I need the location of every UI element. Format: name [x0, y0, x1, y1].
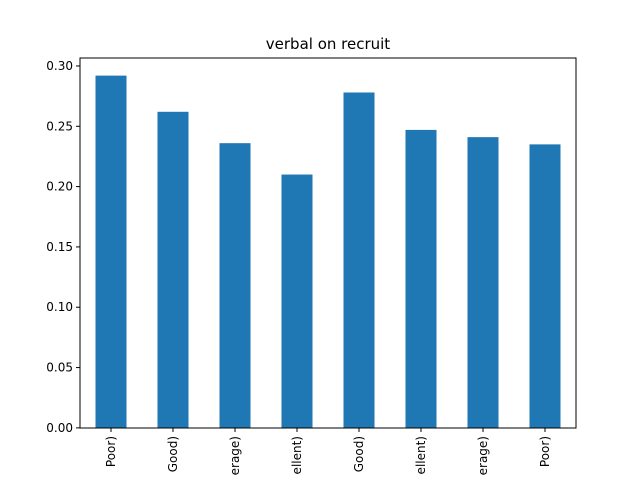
x-tick-label-4: Good): [352, 436, 366, 472]
x-tick-label-6: erage): [476, 436, 490, 475]
x-axis: Poor) Good) erage) ellent) Good) ellent) erage…: [104, 428, 552, 475]
x-tick-label-0: Poor): [104, 436, 118, 467]
bar-6: [467, 137, 499, 428]
y-tick-label-3: 0.15: [46, 240, 73, 254]
bar-5: [405, 129, 437, 428]
y-tick-label-1: 0.05: [46, 361, 73, 375]
x-tick-label-5: ellent): [414, 436, 428, 474]
y-tick-label-6: 0.30: [46, 59, 73, 73]
x-tick-label-2: erage): [228, 436, 242, 475]
bar-1: [157, 111, 189, 428]
bar-4: [343, 92, 375, 428]
chart-title: verbal on recruit: [266, 35, 391, 53]
plot-frame: [79, 57, 577, 429]
y-axis: 0.00 0.05 0.10 0.15 0.20 0.25 0.30: [46, 59, 80, 435]
bars-group: [95, 75, 561, 428]
y-tick-label-0: 0.00: [46, 421, 73, 435]
y-tick-label-5: 0.25: [46, 119, 73, 133]
bar-2: [219, 143, 251, 428]
x-tick-label-7: Poor): [538, 436, 552, 467]
bar-7: [529, 144, 561, 428]
y-tick-label-4: 0.20: [46, 180, 73, 194]
bar-0: [95, 75, 127, 428]
bar-3: [281, 174, 313, 428]
x-tick-label-3: ellent): [290, 436, 304, 474]
y-tick-label-2: 0.10: [46, 300, 73, 314]
x-tick-label-1: Good): [166, 436, 180, 472]
